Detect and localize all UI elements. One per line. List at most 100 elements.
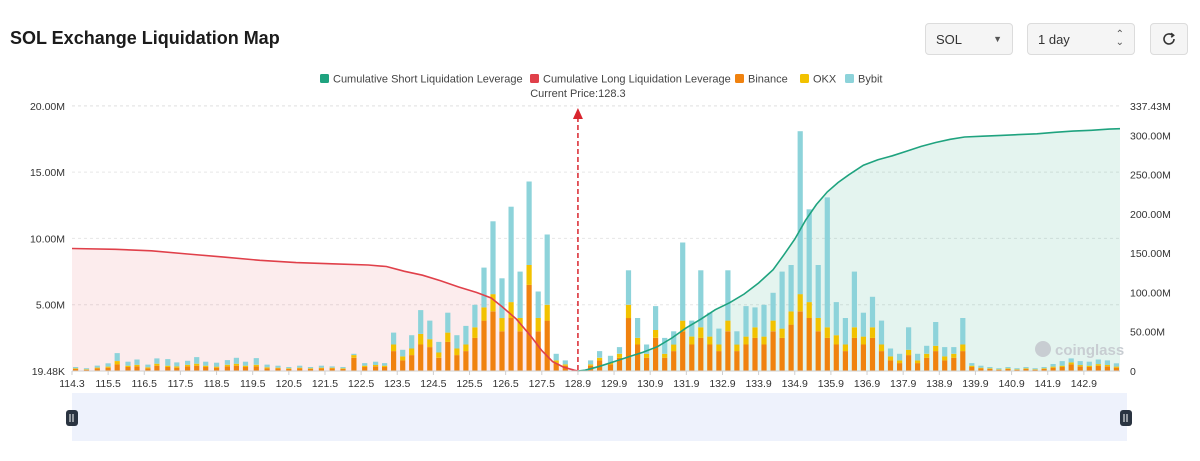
bar-group [382, 363, 388, 371]
bar-binance [1014, 369, 1020, 371]
legend-label-long: Cumulative Long Liquidation Leverage [543, 74, 731, 86]
bar-binance [851, 337, 857, 371]
bar-okx [297, 367, 303, 369]
bar-bybit [517, 271, 523, 318]
bar-binance [1113, 367, 1119, 371]
bar-okx [887, 356, 894, 361]
bar-okx [214, 366, 220, 368]
x-tick-label: 117.5 [168, 378, 194, 390]
bar-binance [887, 360, 894, 371]
bar-bybit [743, 306, 749, 337]
bar-group [770, 292, 776, 372]
y-right-tick-label: 250.00M [1130, 170, 1171, 182]
bar-okx [490, 294, 496, 312]
bar-bybit [1086, 361, 1092, 366]
bar-okx [351, 355, 357, 358]
bar-group [73, 367, 79, 371]
bar-okx [154, 363, 160, 366]
bar-okx [987, 368, 993, 370]
bar-binance [761, 344, 767, 371]
bar-okx [224, 364, 230, 367]
bar-okx [454, 348, 460, 356]
bar-group [716, 328, 722, 371]
bar-binance [1032, 369, 1038, 371]
bar-binance [924, 357, 930, 372]
bar-group [391, 332, 397, 371]
bar-group [1041, 367, 1047, 371]
bar-okx [382, 365, 388, 367]
bar-binance [105, 367, 111, 371]
bar-bybit [472, 304, 478, 328]
bar-binance [942, 360, 948, 371]
range-slider-handle-right[interactable] [1120, 410, 1132, 426]
bar-binance [297, 368, 303, 371]
x-tick-label: 129.9 [601, 378, 627, 390]
x-tick-label: 119.5 [240, 378, 266, 390]
bar-group [562, 360, 568, 371]
bar-group [761, 304, 767, 371]
bar-okx [671, 344, 677, 352]
y-right-tick-label: 150.00M [1130, 248, 1171, 260]
bar-binance [125, 367, 131, 371]
bar-bybit [597, 351, 603, 358]
bar-binance [114, 364, 120, 371]
bar-binance [418, 344, 424, 371]
bar-bybit [1104, 360, 1110, 365]
bar-bybit [815, 265, 821, 318]
bar-okx [1014, 369, 1020, 370]
bar-group [842, 318, 848, 371]
bar-group [878, 320, 885, 371]
bar-okx [588, 364, 594, 366]
bar-group [752, 307, 758, 371]
bar-group [743, 306, 749, 371]
bar-okx [318, 367, 324, 369]
bar-bybit [616, 347, 623, 354]
bar-binance [382, 367, 388, 371]
current-price-label: Current Price:128.3 [530, 88, 625, 100]
bar-okx [481, 307, 487, 321]
refresh-button[interactable] [1150, 23, 1188, 55]
bar-okx [203, 365, 209, 367]
x-tick-label: 116.5 [132, 378, 158, 390]
y-right-tick-label: 200.00M [1130, 209, 1171, 221]
bar-binance [340, 369, 346, 371]
bar-okx [851, 327, 857, 338]
bar-bybit [653, 306, 659, 330]
legend-label-okx: OKX [813, 74, 837, 86]
coin-select[interactable]: SOL ▼ [925, 23, 1013, 55]
x-tick-label: 141.9 [1035, 378, 1061, 390]
bar-bybit [463, 325, 469, 345]
bar-okx [752, 327, 758, 338]
bar-okx [616, 353, 623, 358]
bar-bybit [924, 345, 930, 354]
bar-bybit [1023, 367, 1029, 369]
bar-okx [680, 320, 686, 332]
x-tick-label: 131.9 [673, 378, 699, 390]
bar-okx [969, 365, 975, 367]
bar-group [942, 347, 948, 371]
bar-binance [203, 367, 209, 371]
bar-okx [743, 336, 749, 345]
bar-group [307, 367, 314, 371]
bar-binance [194, 365, 200, 371]
bar-bybit [224, 360, 230, 365]
bar-binance [373, 366, 379, 371]
bar-binance [1095, 365, 1101, 371]
bar-group [869, 296, 876, 371]
range-slider-handle-left[interactable] [66, 410, 78, 426]
range-select[interactable]: 1 day ⌃ ⌄ [1027, 23, 1135, 55]
bar-bybit [607, 355, 614, 363]
legend-label-binance: Binance [748, 74, 788, 86]
bar-bybit [154, 358, 160, 364]
bar-group [680, 242, 686, 372]
bar-bybit [105, 363, 111, 367]
bar-bybit [409, 335, 415, 349]
x-tick-label: 123.5 [384, 378, 410, 390]
bar-binance [671, 351, 677, 371]
bar-okx [105, 366, 111, 368]
bar-group [242, 361, 249, 371]
bar-binance [427, 347, 433, 371]
bar-group [996, 368, 1002, 371]
bar-binance [689, 344, 695, 371]
bar-group [851, 271, 857, 371]
